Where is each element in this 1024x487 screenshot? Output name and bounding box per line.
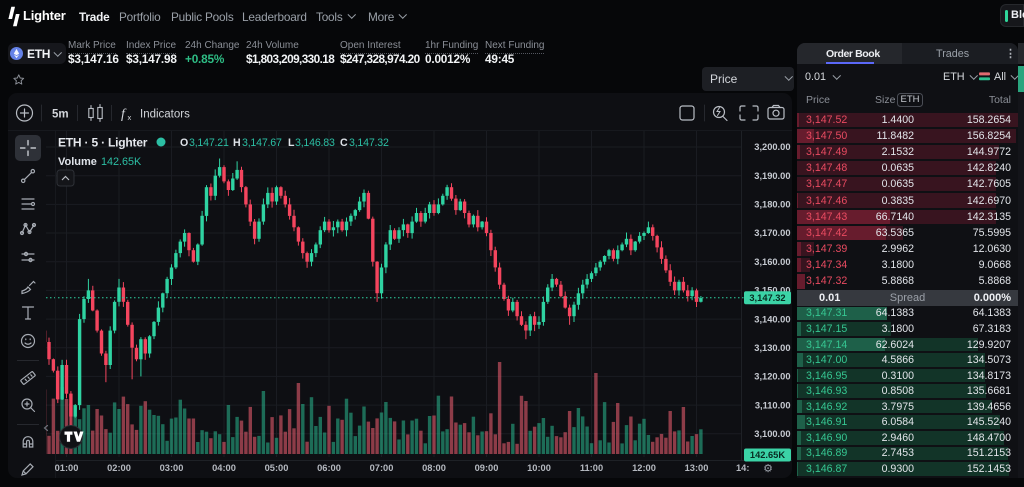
svg-text:06:00: 06:00 [317,463,341,473]
svg-text:Indicators: Indicators [140,108,190,120]
svg-text:01:00: 01:00 [55,463,79,473]
svg-text:⚙: ⚙ [763,463,773,475]
svg-text:11:00: 11:00 [580,463,603,473]
svg-text:3,147.67: 3,147.67 [242,137,282,149]
svg-text:C: C [340,137,348,149]
svg-text:3,110.00: 3,110.00 [755,400,791,410]
svg-text:5m: 5m [52,108,69,120]
svg-text:07:00: 07:00 [370,463,394,473]
svg-text:14:: 14: [736,463,749,473]
svg-text:3,100.00: 3,100.00 [754,429,790,439]
svg-text:H: H [233,137,240,149]
svg-text:12:00: 12:00 [632,463,656,473]
svg-text:ETH · 5 · Lighter: ETH · 5 · Lighter [58,136,148,150]
svg-text:3,160.00: 3,160.00 [754,257,790,267]
svg-text:3,147.32: 3,147.32 [749,293,785,303]
svg-text:O: O [180,137,188,149]
svg-text:3,146.83: 3,146.83 [295,137,335,149]
svg-text:L: L [288,137,295,149]
svg-text:3,130.00: 3,130.00 [754,343,790,353]
svg-text:142.65K: 142.65K [101,156,142,168]
svg-text:3,140.00: 3,140.00 [754,314,790,324]
svg-text:04:00: 04:00 [212,463,236,473]
svg-text:3,150.00: 3,150.00 [754,286,790,296]
svg-text:3,170.00: 3,170.00 [754,228,790,238]
svg-text:Volume: Volume [58,156,97,168]
svg-text:02:00: 02:00 [107,463,131,473]
svg-text:3,190.00: 3,190.00 [754,171,790,181]
svg-text:3,147.21: 3,147.21 [189,137,229,149]
svg-text:05:00: 05:00 [265,463,289,473]
svg-text:3,147.32: 3,147.32 [349,137,389,149]
svg-text:142.65K: 142.65K [750,450,785,460]
svg-text:3,200.00: 3,200.00 [754,142,790,152]
svg-text:x: x [128,113,132,122]
svg-text:f: f [121,107,127,122]
svg-text:08:00: 08:00 [422,463,446,473]
svg-text:13:00: 13:00 [685,463,709,473]
svg-text:03:00: 03:00 [160,463,184,473]
svg-text:3,180.00: 3,180.00 [754,200,790,210]
svg-text:10:00: 10:00 [527,463,551,473]
svg-text:3,120.00: 3,120.00 [754,372,790,382]
svg-text:09:00: 09:00 [475,463,499,473]
